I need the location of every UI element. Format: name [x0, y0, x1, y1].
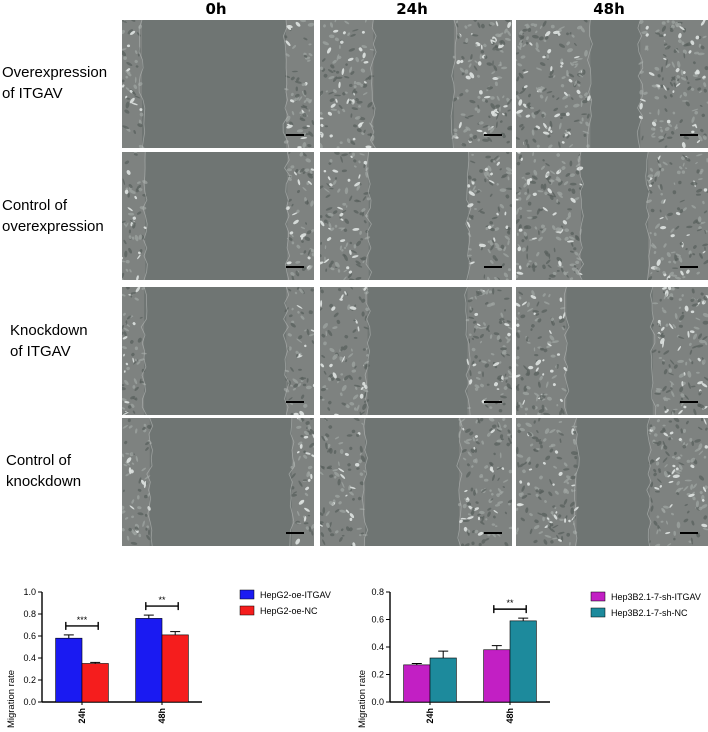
microscopy-tile: [516, 152, 708, 280]
bar: [135, 618, 163, 703]
column-header-0h: 0h: [205, 0, 227, 18]
bar: [429, 657, 457, 703]
bar: [161, 634, 189, 703]
row-label-control-overexpression: Control of overexpression: [2, 195, 118, 237]
y-tick-label: 0.6: [371, 615, 384, 625]
scale-bar: [484, 134, 502, 136]
row-label-overexpression: Overexpression of ITGAV: [2, 62, 118, 104]
scale-bar: [680, 401, 698, 403]
row-label-line1: Knockdown: [10, 322, 88, 339]
chart-hep3b: Migration rate 0.0 0.2 0.4 0.6 0.8 24h 48h ** H…: [357, 587, 701, 728]
row-label-line2: overexpression: [2, 218, 104, 235]
microscopy-tile: [320, 287, 512, 415]
legend-swatch: [590, 607, 606, 618]
row-label-line1: Control of: [2, 197, 68, 214]
scale-bar: [484, 532, 502, 534]
legend-label: Hep3B2.1-7-sh-ITGAV: [611, 592, 701, 602]
legend-label: Hep3B2.1-7-sh-NC: [611, 608, 688, 618]
microscopy-tile: [122, 20, 314, 148]
scale-bar: [286, 532, 304, 534]
scale-bar: [286, 401, 304, 403]
y-axis-label: Migration rate: [6, 670, 17, 728]
scale-bar: [286, 134, 304, 136]
microscopy-tile: [516, 287, 708, 415]
microscopy-tile: [320, 152, 512, 280]
legend: HepG2-oe-ITGAV HepG2-oe-NC: [239, 589, 331, 616]
microscopy-tile: [122, 418, 314, 546]
y-axis-label: Migration rate: [357, 670, 368, 728]
y-tick-label: 0.8: [371, 587, 384, 597]
y-tick-label: 0.4: [371, 642, 384, 652]
microscopy-tile: [516, 20, 708, 148]
x-tick-label: 48h: [157, 708, 167, 724]
legend-swatch: [590, 591, 606, 602]
microscopy-tile: [122, 152, 314, 280]
chart-hepg2: Migration rate 0.0 0.2 0.4 0.6 0.8 1.0 24h *** 4…: [6, 587, 331, 728]
microscopy-tile: [122, 287, 314, 415]
bar: [55, 637, 83, 703]
microscopy-tile: [320, 418, 512, 546]
scale-bar: [286, 266, 304, 268]
scale-bar: [680, 266, 698, 268]
legend-swatch: [239, 605, 255, 616]
column-header-24h: 24h: [396, 0, 428, 18]
microscopy-tile: [516, 418, 708, 546]
x-tick-label: 24h: [77, 708, 87, 724]
y-tick-label: 0.8: [23, 609, 36, 619]
row-label-knockdown: Knockdown of ITGAV: [10, 320, 126, 362]
bar: [509, 620, 537, 703]
y-tick-label: 0.4: [23, 653, 36, 663]
bar: [81, 663, 109, 703]
legend-label: HepG2-oe-NC: [260, 606, 318, 616]
x-tick-label: 48h: [505, 708, 515, 724]
row-label-line2: of ITGAV: [10, 343, 71, 360]
significance-label: **: [158, 595, 166, 605]
row-label-line1: Overexpression: [2, 64, 108, 81]
row-label-line2: of ITGAV: [2, 85, 63, 102]
legend: Hep3B2.1-7-sh-ITGAV Hep3B2.1-7-sh-NC: [590, 591, 701, 618]
significance-label: **: [506, 598, 514, 608]
row-label-line1: Control of: [6, 452, 72, 469]
significance-label: ***: [77, 615, 88, 625]
scale-bar: [484, 266, 502, 268]
bar: [483, 649, 511, 703]
bar: [403, 664, 431, 703]
y-tick-label: 0.2: [371, 670, 384, 680]
row-label-line2: knockdown: [6, 473, 82, 490]
y-tick-label: 1.0: [23, 587, 36, 597]
y-tick-label: 0.0: [23, 697, 36, 707]
scale-bar: [680, 134, 698, 136]
microscopy-tile: [320, 20, 512, 148]
row-label-control-knockdown: Control of knockdown: [6, 450, 122, 492]
legend-label: HepG2-oe-ITGAV: [260, 590, 331, 600]
y-tick-label: 0.6: [23, 631, 36, 641]
column-header-48h: 48h: [593, 0, 625, 18]
y-tick-label: 0.2: [23, 675, 36, 685]
legend-swatch: [239, 589, 255, 600]
x-tick-label: 24h: [425, 708, 435, 724]
scale-bar: [680, 532, 698, 534]
scale-bar: [484, 401, 502, 403]
y-tick-label: 0.0: [371, 697, 384, 707]
